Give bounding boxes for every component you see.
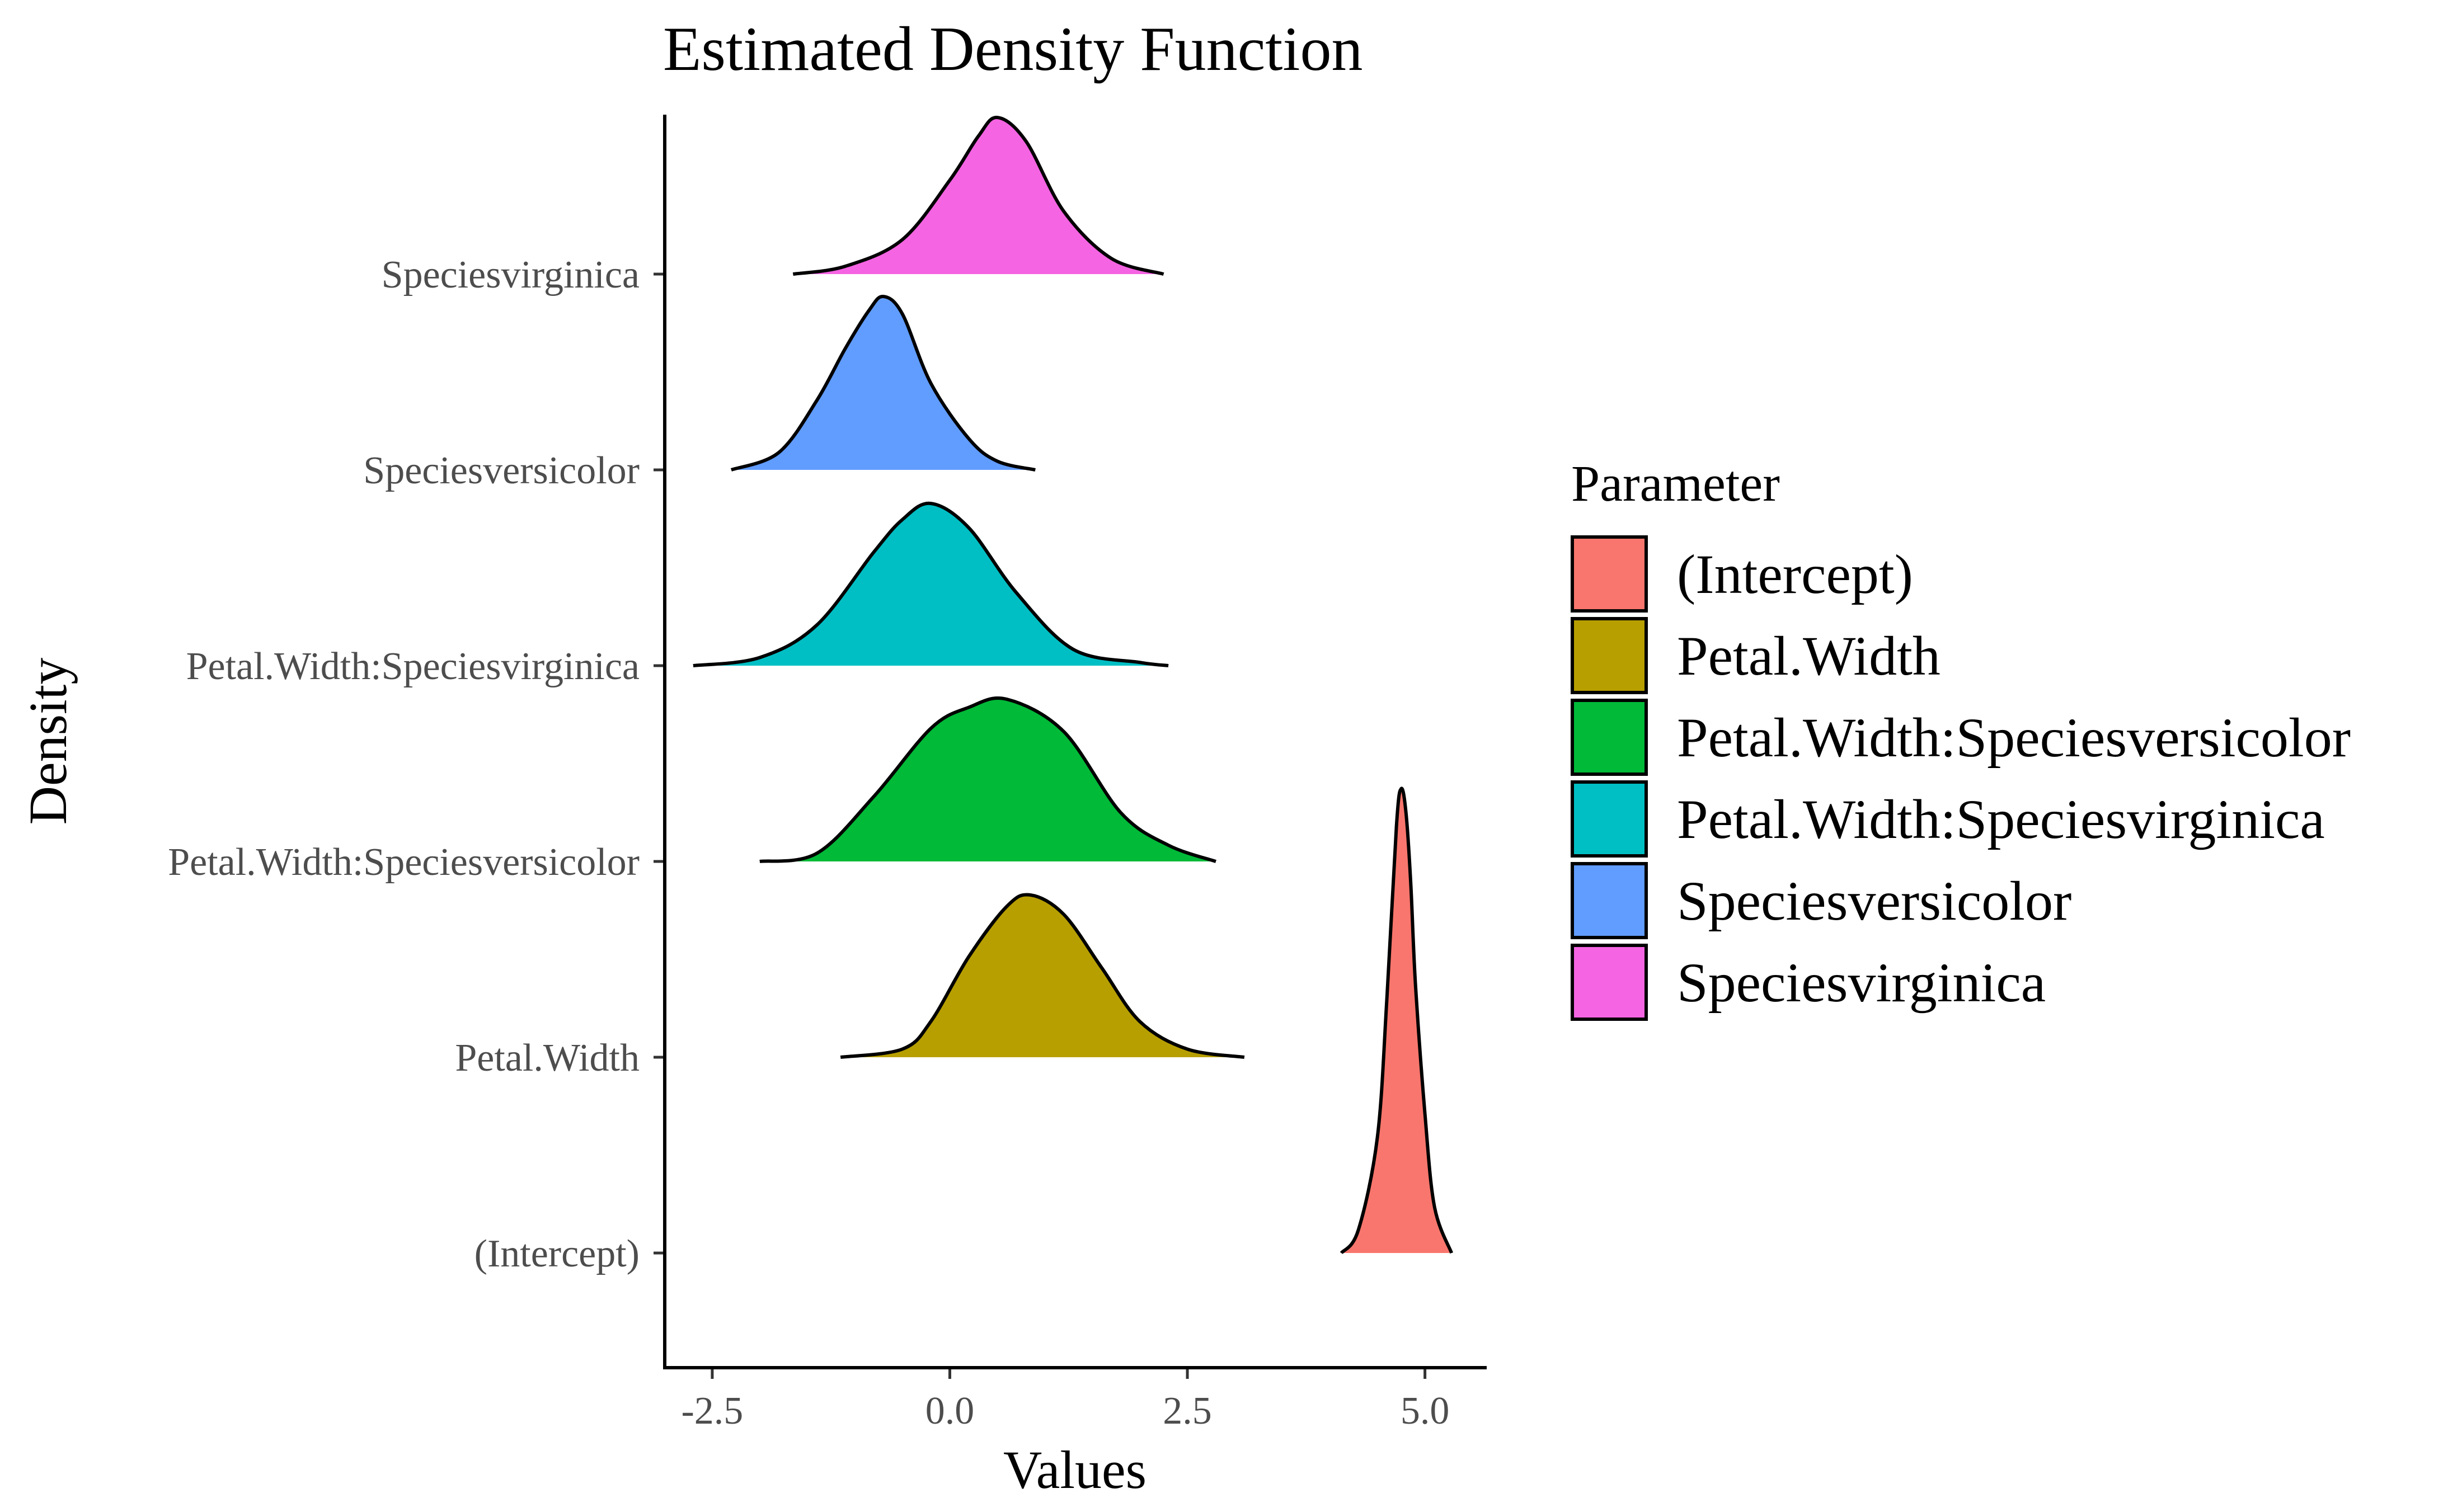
x-axis-title: Values: [1003, 1440, 1147, 1500]
ridge-outline-petal-width-speciesversicolor: [759, 696, 1216, 863]
legend-label-speciesvirginica: Speciesvirginica: [1677, 952, 2046, 1014]
legend-swatch-petal-width-speciesvirginica: [1571, 780, 1648, 858]
legend-swatch-speciesvirginica: [1571, 944, 1648, 1021]
legend-label-speciesversicolor: Speciesversicolor: [1677, 870, 2071, 932]
ridge-outline-petal-width: [840, 893, 1245, 1059]
ridge-fill-petal-width: [840, 894, 1244, 1057]
x-tick-label: 2.5: [1163, 1389, 1212, 1433]
chart-title: Estimated Density Function: [663, 15, 1363, 84]
ridge-outline-petal-width-speciesvirginica: [693, 501, 1169, 667]
ridge-fill-petal-width-speciesvirginica: [693, 503, 1169, 666]
legend-swatch-speciesversicolor: [1571, 862, 1648, 939]
legend-label-intercept: (Intercept): [1677, 543, 1913, 605]
ridge-outline-speciesvirginica: [792, 116, 1164, 276]
ridge-fill-speciesvirginica: [793, 117, 1164, 274]
y-tick-label: Petal.Width:Speciesvirginica: [186, 645, 640, 688]
y-axis-ticks: (Intercept) Petal.Width Petal.Width:Specie…: [168, 253, 665, 1275]
x-axis-ticks: -2.5 0.0 2.5 5.0: [682, 1368, 1450, 1433]
ridge-outline-intercept: [1340, 786, 1454, 1255]
legend-label-petal-width-speciesversicolor: Petal.Width:Speciesversicolor: [1677, 706, 2351, 769]
x-tick-label: 0.0: [925, 1389, 975, 1433]
ridge-fill-speciesversicolor: [731, 296, 1036, 470]
legend-title: Parameter: [1571, 455, 1780, 512]
y-tick-label: (Intercept): [474, 1232, 640, 1275]
legend-swatch-intercept: [1571, 535, 1648, 613]
y-tick-label: Petal.Width: [455, 1037, 640, 1080]
legend-label-petal-width: Petal.Width: [1677, 625, 1940, 687]
y-tick-label: Speciesversicolor: [363, 449, 640, 492]
legend: (Intercept) Petal.Width Petal.Width:Specie…: [1571, 535, 2351, 1021]
legend-label-petal-width-speciesvirginica: Petal.Width:Speciesvirginica: [1677, 788, 2325, 850]
x-tick-label: -2.5: [682, 1389, 744, 1433]
x-tick-label: 5.0: [1401, 1389, 1450, 1433]
legend-swatch-petal-width-speciesversicolor: [1571, 699, 1648, 776]
y-axis-title: Density: [18, 658, 78, 825]
legend-swatch-petal-width: [1571, 617, 1648, 694]
density-ridges: [693, 116, 1454, 1255]
y-tick-label: Speciesvirginica: [382, 253, 640, 296]
y-tick-label: Petal.Width:Speciesversicolor: [168, 841, 640, 884]
ridge-fill-intercept: [1341, 788, 1452, 1253]
ridge-outline-speciesversicolor: [730, 294, 1036, 472]
ridge-fill-petal-width-speciesversicolor: [759, 698, 1216, 861]
